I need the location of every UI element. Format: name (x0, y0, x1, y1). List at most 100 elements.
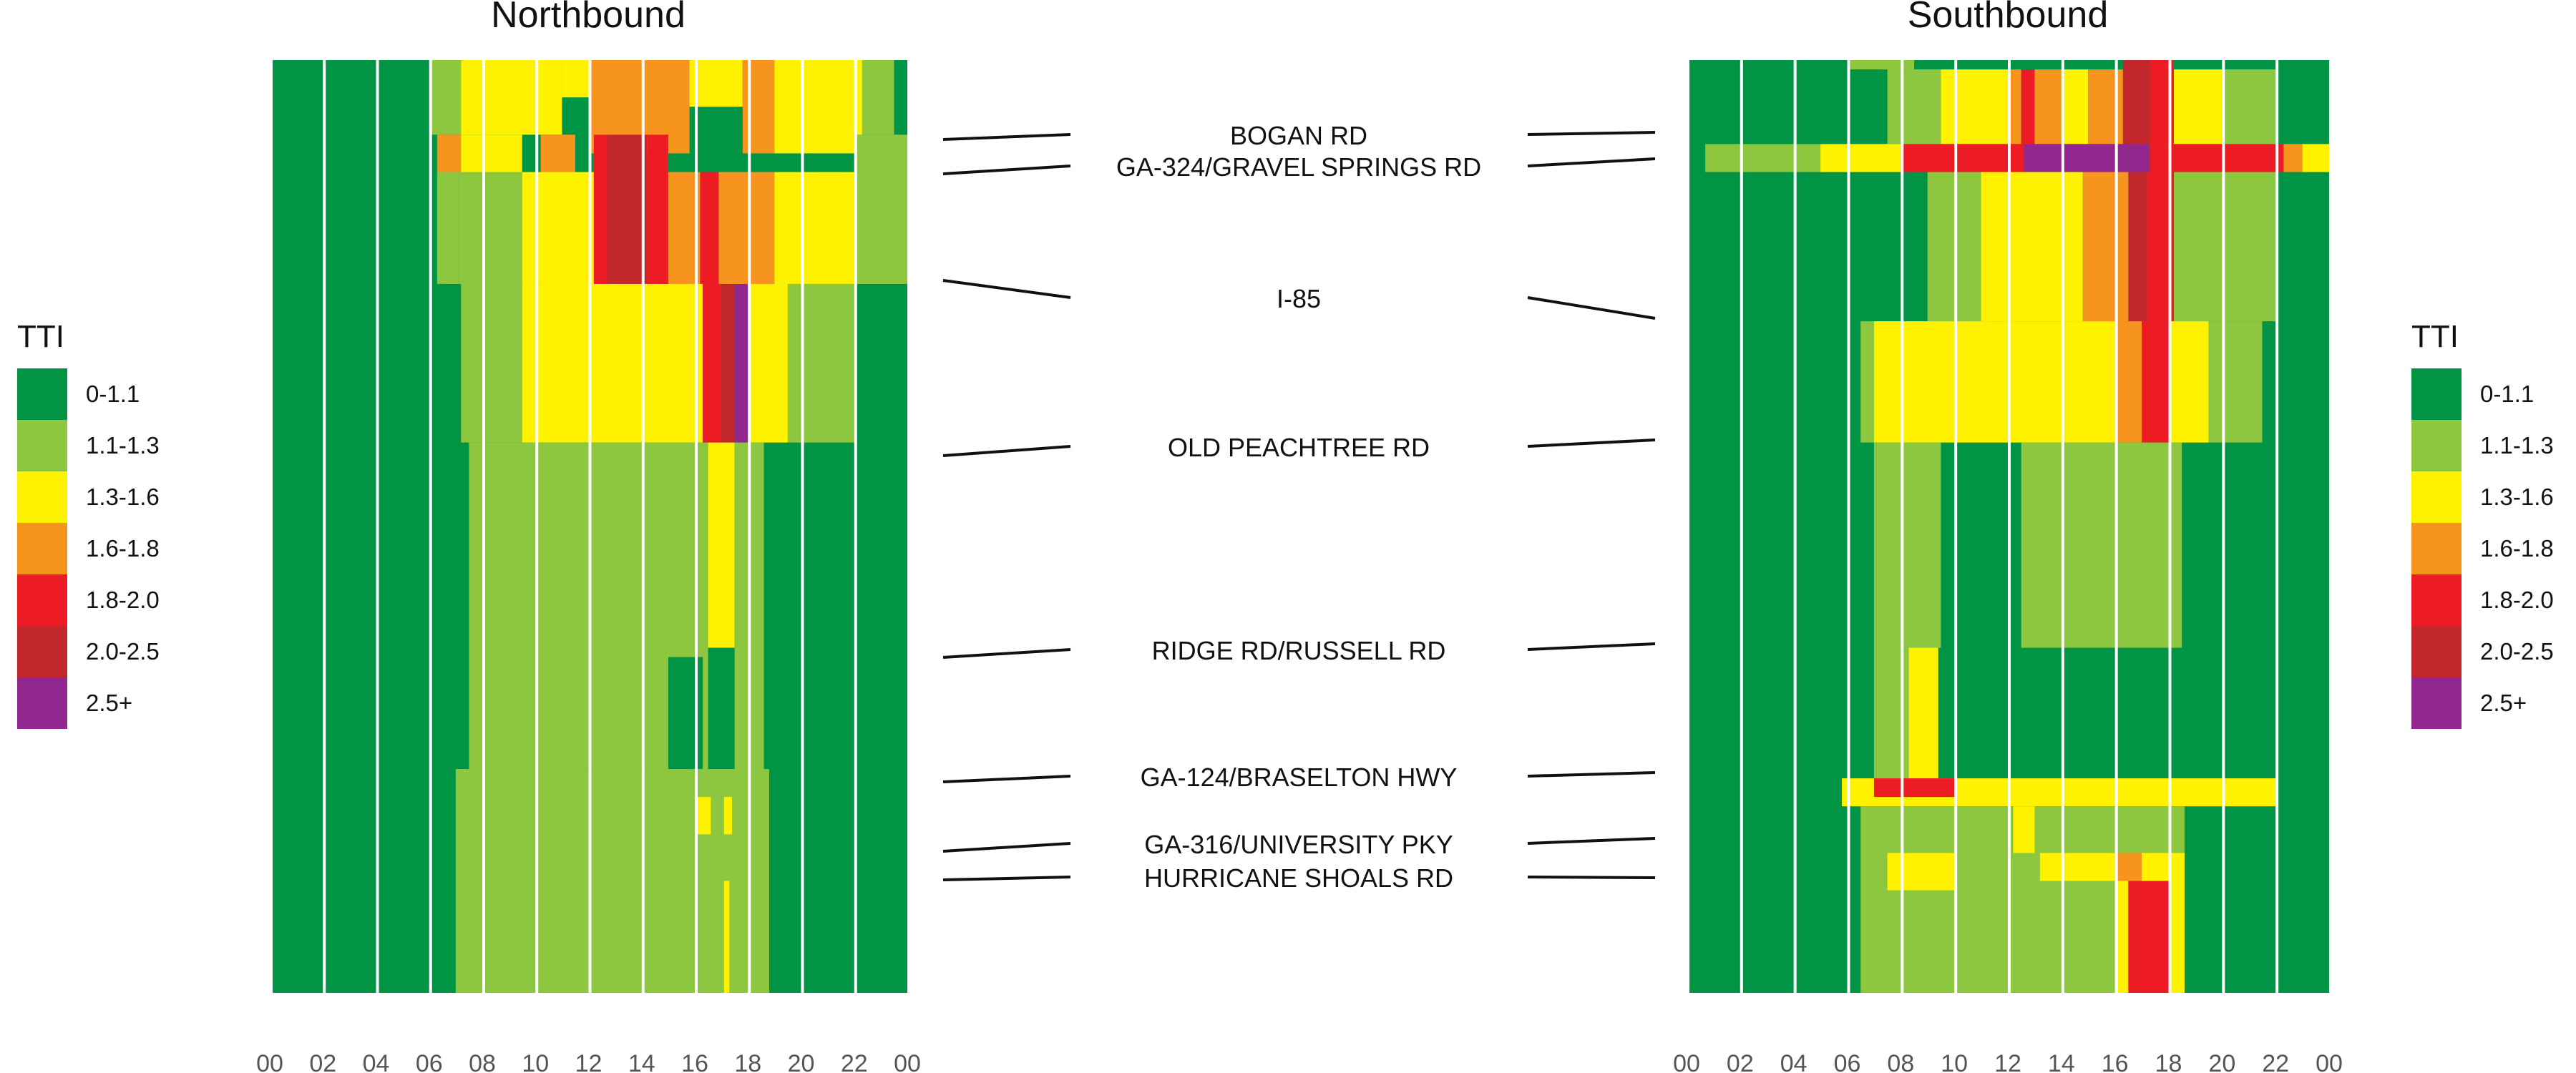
x-tick-label: 22 (841, 1050, 868, 1073)
legend-swatch (17, 626, 67, 677)
heat-cell (1860, 321, 1874, 443)
heat-cell (723, 797, 732, 835)
legend-swatch (2411, 420, 2462, 471)
heat-cell (862, 60, 894, 135)
x-tick-label: 00 (256, 1050, 283, 1073)
x-tick-label: 02 (309, 1050, 336, 1073)
heat-cell (2208, 321, 2263, 443)
heat-cell (718, 172, 775, 284)
heat-cell (2114, 881, 2129, 993)
x-tick-label: 12 (1994, 1050, 2021, 1073)
legend-label: 1.3-1.6 (86, 484, 160, 510)
leader-line-left (942, 133, 1071, 141)
legend-label: 1.1-1.3 (86, 432, 160, 459)
legend-label: 1.6-1.8 (86, 535, 160, 562)
legend-title: TTI (17, 319, 64, 354)
leader-line-right (1527, 131, 1656, 136)
leader-line-left (942, 876, 1071, 881)
leader-line-left (942, 165, 1071, 175)
legend-swatch (17, 523, 67, 574)
legend-label: 2.5+ (86, 690, 132, 716)
heat-cell (2061, 69, 2089, 144)
legend-swatch (2411, 574, 2462, 626)
heat-cell (2128, 172, 2147, 322)
heat-cell (2021, 69, 2035, 144)
x-tick-label: 14 (628, 1050, 655, 1073)
heat-cell (721, 283, 735, 443)
cross-street: GA-324/GRAVEL SPRINGS RD (942, 152, 1656, 182)
heat-cell (2142, 853, 2185, 881)
legend-label: 1.1-1.3 (2480, 432, 2554, 459)
legend-label: 1.8-2.0 (86, 587, 160, 613)
heat-cell (522, 172, 594, 284)
heat-cell (2034, 69, 2062, 144)
legend-left: TTI 0-1.1 1.1-1.3 1.3-1.6 1.6-1.8 1.8-2.0 2.0-… (17, 319, 160, 729)
heat-cell (1847, 60, 1915, 70)
heat-cell (2021, 442, 2182, 648)
heat-cell (431, 60, 462, 135)
heat-cell (458, 172, 522, 284)
heat-cell (2283, 144, 2303, 172)
legend-swatch (2411, 368, 2462, 420)
x-tick-label: 14 (2048, 1050, 2075, 1073)
legend-label: 1.3-1.6 (2480, 484, 2554, 510)
heat-cell (787, 283, 854, 443)
x-tick-label: 06 (416, 1050, 443, 1073)
heat-cell (1927, 172, 1981, 322)
heat-cell (1705, 144, 1821, 172)
x-tick-label: 12 (575, 1050, 602, 1073)
x-tick-label: 06 (1834, 1050, 1861, 1073)
heat-cell (461, 60, 562, 135)
legend-swatch (2411, 523, 2462, 574)
x-tick-label: 16 (681, 1050, 708, 1073)
x-tick-label: 04 (363, 1050, 390, 1073)
cross-street-label: OLD PEACHTREE RD (1168, 433, 1430, 462)
cross-street: BOGAN RD (942, 121, 1656, 150)
leader-line-left (942, 775, 1071, 783)
heat-cell (522, 283, 703, 443)
heat-cell (593, 134, 608, 284)
legend-swatch (2411, 677, 2462, 729)
x-tick-label: 00 (2316, 1050, 2343, 1073)
leader-line-right (1527, 157, 1656, 167)
heat-cell (1941, 69, 2008, 144)
x-tick-label: 16 (2102, 1050, 2129, 1073)
legend-label: 1.8-2.0 (2480, 587, 2554, 613)
heat-cell (461, 134, 522, 172)
heat-cell (2168, 881, 2185, 993)
legend-swatch (2411, 471, 2462, 523)
heat-cell (461, 283, 522, 443)
heat-cell (2222, 69, 2276, 144)
heat-cell (2302, 144, 2329, 172)
x-tick-label: 08 (469, 1050, 496, 1073)
heat-cell (2173, 69, 2223, 144)
x-tick-label: 04 (1780, 1050, 1807, 1073)
heat-cell (2150, 144, 2284, 172)
heat-cell (1820, 144, 1901, 172)
heat-cell (774, 172, 854, 284)
leader-line-right (1527, 642, 1656, 651)
heat-cell (2039, 853, 2115, 881)
cross-street-label: BOGAN RD (1230, 121, 1367, 150)
heat-cell (734, 283, 748, 443)
heat-cell (2142, 321, 2169, 443)
heat-cell (708, 442, 735, 648)
heat-cell (436, 134, 462, 172)
heat-cell (2082, 172, 2129, 322)
legends-layer: TTI 0-1.1 1.1-1.3 1.3-1.6 1.6-1.8 1.8-2.0 2.0-… (17, 319, 2554, 729)
x-tick-label: 22 (2262, 1050, 2289, 1073)
heat-cell (1873, 778, 1955, 798)
cross-street: GA-316/UNIVERSITY PKY (942, 830, 1656, 859)
heat-cell (2008, 69, 2021, 144)
x-tick-label: 10 (522, 1050, 549, 1073)
heat-cell (1981, 172, 2083, 322)
heat-cell (2128, 144, 2150, 172)
leader-line-left (942, 648, 1071, 659)
legend-swatch (17, 677, 67, 729)
heat-cell (436, 172, 459, 284)
heat-cell (2128, 881, 2169, 993)
heat-cell (2013, 806, 2035, 853)
